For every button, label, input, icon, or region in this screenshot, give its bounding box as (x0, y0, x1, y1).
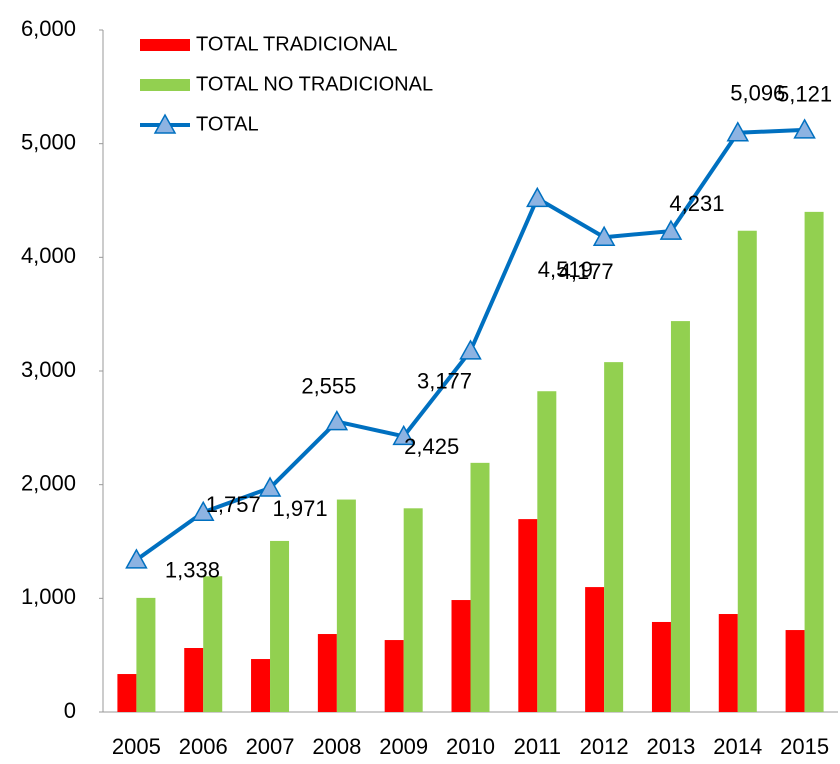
bar (317, 634, 337, 712)
y-tick-label: 2,000 (21, 470, 76, 495)
legend-swatch (140, 39, 190, 51)
x-tick-label: 2008 (312, 734, 361, 759)
bar (670, 321, 690, 712)
y-tick-label: 6,000 (21, 16, 76, 41)
marker (258, 476, 282, 497)
x-tick-label: 2007 (246, 734, 295, 759)
x-tick-label: 2006 (179, 734, 228, 759)
x-tick-label: 2010 (446, 734, 495, 759)
marker (526, 186, 549, 208)
y-tick-label: 4,000 (21, 243, 76, 268)
bar (537, 391, 557, 712)
bar (336, 499, 356, 712)
data-label: 2,555 (301, 373, 356, 398)
y-tick-label: 5,000 (21, 129, 76, 154)
data-label: 5,096 (730, 81, 785, 106)
bar (403, 508, 423, 712)
data-label: 1,338 (165, 558, 220, 583)
bar (117, 674, 137, 712)
bar (785, 630, 805, 712)
marker (125, 548, 148, 569)
bar (518, 519, 538, 712)
data-label: 1,971 (273, 496, 328, 521)
bar (470, 462, 490, 712)
marker (325, 410, 349, 431)
x-tick-label: 2015 (780, 734, 829, 759)
data-label: 3,177 (417, 369, 472, 394)
data-label: 4,519 (538, 257, 593, 282)
bar (136, 597, 156, 712)
legend-label: TOTAL (196, 113, 259, 135)
legend-label: TOTAL NO TRADICIONAL (196, 73, 433, 95)
bar (251, 659, 271, 712)
bar (451, 600, 471, 712)
legend-swatch (140, 79, 190, 91)
data-label: 1,757 (206, 492, 261, 517)
y-tick-label: 3,000 (21, 357, 76, 382)
marker (793, 118, 816, 139)
marker (191, 500, 215, 522)
x-tick-label: 2013 (646, 734, 695, 759)
legend-label: TOTAL TRADICIONAL (196, 33, 398, 55)
y-tick-label: 0 (64, 698, 76, 723)
x-tick-label: 2005 (112, 734, 161, 759)
x-tick-label: 2011 (514, 734, 561, 759)
bar (203, 576, 223, 712)
data-label: 5,121 (777, 82, 832, 107)
bar (184, 648, 204, 712)
x-tick-label: 2014 (713, 734, 762, 759)
bar (718, 614, 738, 712)
y-tick-label: 1,000 (21, 584, 76, 609)
data-label: 4,177 (559, 259, 614, 284)
bar (585, 587, 605, 712)
marker (459, 339, 482, 360)
bar (384, 640, 404, 712)
marker (659, 219, 683, 240)
marker (726, 121, 750, 142)
marker (392, 424, 415, 446)
bar (737, 230, 757, 712)
marker (592, 225, 616, 246)
bar (804, 211, 824, 712)
bar (604, 362, 624, 712)
bar (270, 540, 290, 712)
data-label: 2,425 (404, 434, 459, 459)
x-tick-label: 2009 (379, 734, 428, 759)
x-tick-label: 2012 (580, 734, 629, 759)
legend-marker (153, 113, 177, 134)
bar (651, 621, 671, 712)
data-label: 4,231 (669, 191, 724, 216)
